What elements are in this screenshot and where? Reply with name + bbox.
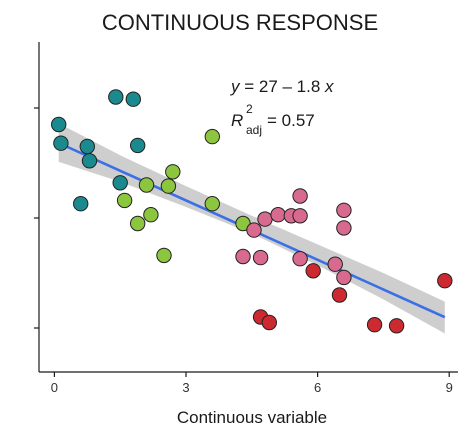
data-point (270, 207, 286, 223)
equation-body: = 27 – 1.8 (240, 77, 326, 96)
x-tick-label: 9 (446, 380, 453, 395)
data-point (204, 196, 221, 212)
data-point (143, 207, 159, 223)
data-point (292, 251, 308, 267)
equation-x: x (324, 77, 334, 96)
data-point (305, 263, 321, 279)
data-point (138, 177, 155, 193)
data-point (156, 247, 172, 264)
equation-y: y (230, 77, 241, 96)
data-point (292, 208, 308, 224)
data-point (53, 135, 69, 151)
x-tick-label: 3 (182, 380, 189, 395)
data-point (51, 116, 67, 133)
data-point (388, 318, 405, 334)
data-point (79, 138, 96, 155)
data-point (165, 164, 181, 180)
x-axis-title: Continuous variable (177, 408, 327, 427)
data-point (336, 220, 352, 236)
data-point (366, 317, 383, 333)
data-points-layer (51, 89, 453, 334)
data-point (130, 215, 146, 232)
data-point (130, 137, 146, 154)
data-point (252, 249, 269, 266)
y-axis-ticks (34, 107, 39, 329)
data-point (125, 91, 142, 107)
data-point (257, 211, 273, 227)
data-point (331, 287, 348, 303)
data-point (261, 314, 277, 331)
equation-label: y = 27 – 1.8 x (230, 77, 334, 96)
r2-subscript: adj (246, 123, 262, 137)
data-point (336, 202, 352, 219)
x-axis-ticks: 0 3 6 9 (51, 372, 453, 395)
data-point (160, 178, 177, 194)
regression-annotation: y = 27 – 1.8 x R 2 adj = 0.57 (230, 77, 334, 137)
x-tick-label: 6 (314, 380, 321, 395)
data-point (292, 188, 308, 204)
data-point (327, 256, 343, 272)
data-point (81, 153, 98, 169)
data-point (204, 128, 221, 145)
data-point (108, 89, 124, 105)
data-point (112, 175, 128, 191)
data-point (246, 222, 262, 238)
data-point (116, 192, 133, 209)
r2-symbol: R (231, 111, 243, 130)
r2-superscript: 2 (246, 102, 253, 116)
data-point (336, 269, 352, 286)
data-point (235, 248, 251, 265)
data-point (73, 196, 89, 212)
x-tick-label: 0 (51, 380, 58, 395)
data-point (437, 273, 453, 289)
r2-value: = 0.57 (267, 111, 315, 130)
chart-title: CONTINUOUS RESPONSE (102, 10, 378, 35)
